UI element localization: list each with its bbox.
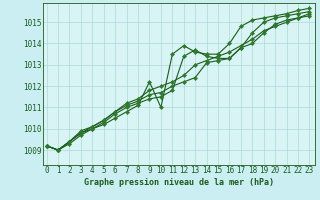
X-axis label: Graphe pression niveau de la mer (hPa): Graphe pression niveau de la mer (hPa) (84, 178, 274, 187)
